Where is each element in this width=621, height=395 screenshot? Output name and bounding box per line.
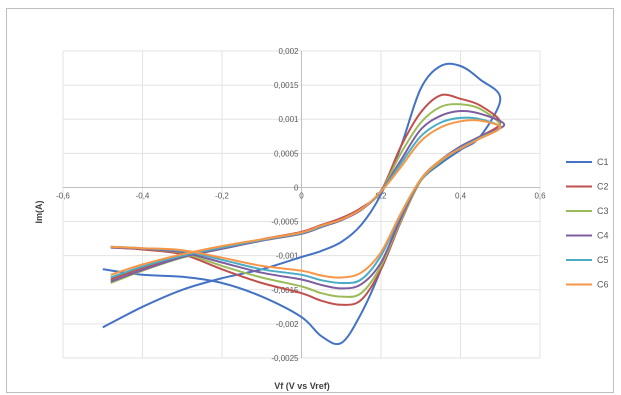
legend-label-c6: C6 — [597, 280, 609, 290]
y-axis-label: Im(A) — [34, 201, 44, 224]
y-tick-label: -0,0005 — [271, 218, 299, 227]
y-tick-label: -0,0025 — [271, 354, 299, 363]
y-tick-label: 0,0015 — [274, 81, 299, 90]
x-tick-labels: -0,6 -0,4 -0,2 0 0,2 0,4 0,6 — [56, 191, 546, 200]
legend-label-c4: C4 — [597, 231, 609, 241]
y-tick-label: 0,0005 — [274, 149, 299, 158]
x-tick-label: 0 — [299, 191, 304, 200]
series-line-c4 — [110, 109, 506, 290]
legend-label-c1: C1 — [597, 157, 609, 167]
legend-label-c5: C5 — [597, 255, 609, 265]
y-tick-label: -0,0015 — [271, 286, 299, 295]
axes — [63, 51, 540, 358]
x-tick-label: 0,4 — [455, 191, 467, 200]
series-line-c3 — [110, 103, 502, 298]
legend: C1 C2 C3 C4 C5 C6 — [566, 157, 609, 290]
series-line-c6 — [110, 119, 502, 279]
y-tick-label: 0 — [294, 183, 299, 192]
x-tick-label: -0,2 — [215, 191, 229, 200]
legend-label-c2: C2 — [597, 182, 609, 192]
y-tick-label: -0,002 — [276, 320, 299, 329]
y-tick-label: 0,002 — [278, 47, 299, 56]
x-tick-label: 0,6 — [534, 191, 546, 200]
x-axis-label: Vf (V vs Vref) — [274, 381, 330, 391]
chart-frame — [6, 8, 614, 393]
x-tick-label: -0,6 — [56, 191, 70, 200]
y-tick-label: 0,001 — [278, 115, 299, 124]
series-lines — [102, 62, 506, 346]
legend-label-c3: C3 — [597, 206, 609, 216]
series-line-c1 — [102, 62, 502, 346]
y-tick-label: -0,001 — [276, 252, 299, 261]
y-tick-labels: 0,002 0,0015 0,001 0,0005 0 -0,0005 -0,001 -0,0… — [271, 47, 299, 363]
x-tick-label: -0,4 — [136, 191, 150, 200]
